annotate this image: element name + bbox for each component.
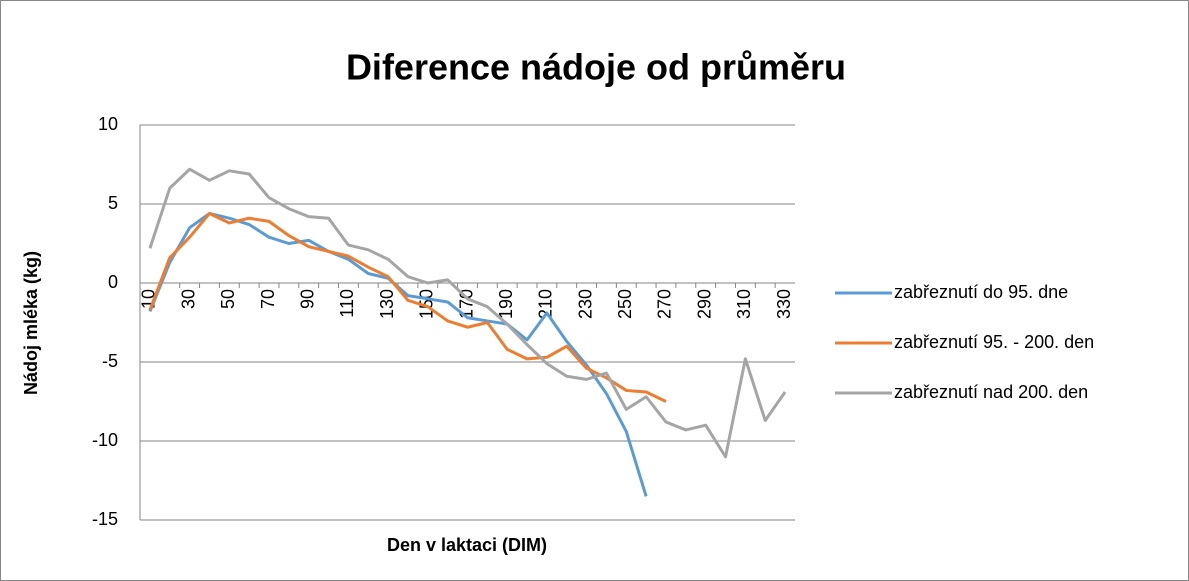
x-tick-label: 170: [456, 289, 476, 319]
x-tick-label: 190: [496, 289, 516, 319]
y-tick-label: -10: [92, 430, 118, 450]
y-tick-label: -15: [92, 509, 118, 529]
x-tick-label: 110: [337, 289, 357, 318]
x-tick-label: 270: [655, 289, 675, 319]
x-tick-label: 70: [258, 289, 278, 309]
chart-title: Diference nádoje od průměru: [346, 47, 846, 88]
y-axis-title: Nádoj mléka (kg): [21, 251, 41, 395]
legend-label: zabřeznutí do 95. dne: [894, 282, 1068, 302]
legend-label: zabřeznutí 95. - 200. den: [894, 332, 1094, 352]
x-tick-label: 250: [615, 289, 635, 319]
legend-label: zabřeznutí nad 200. den: [894, 382, 1088, 402]
y-tick-label: 10: [98, 114, 118, 134]
x-tick-label: 330: [774, 289, 794, 319]
y-tick-label: 0: [108, 272, 118, 292]
x-tick-label: 210: [536, 289, 556, 319]
y-tick-label: 5: [108, 193, 118, 213]
series-line: [148, 167, 787, 459]
x-tick-label: 50: [218, 289, 238, 309]
y-tick-label: -5: [102, 351, 118, 371]
x-tick-label: 230: [575, 289, 595, 319]
x-tick-label: 30: [178, 289, 198, 309]
series-line: [148, 211, 667, 403]
x-axis-title: Den v laktaci (DIM): [387, 535, 547, 555]
x-tick-label: 130: [377, 289, 397, 319]
x-tick-label: 310: [734, 289, 754, 319]
x-tick-label: 290: [694, 289, 714, 319]
x-tick-label: 90: [297, 289, 317, 309]
